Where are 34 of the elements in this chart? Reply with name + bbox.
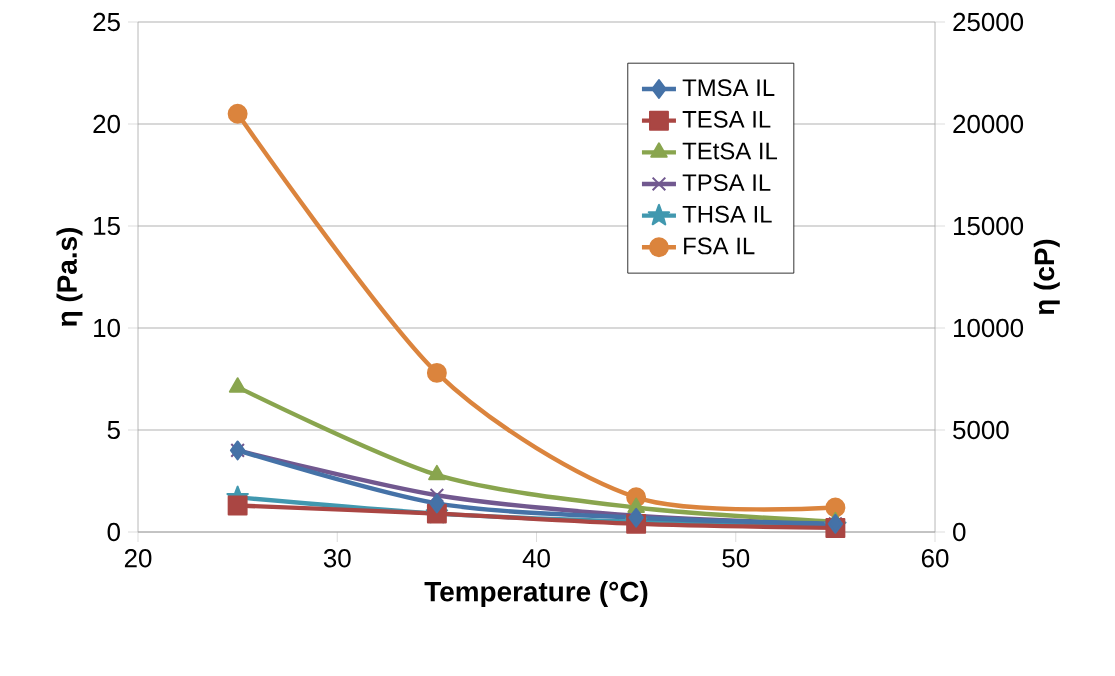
y-tick-label: 15: [94, 216, 120, 236]
y-tick-label: 20: [93, 114, 120, 134]
y2-tick-label: 0: [953, 522, 966, 542]
y-tick-label: 10: [94, 318, 120, 338]
point: [429, 493, 445, 514]
x-tick-label: 50: [722, 549, 750, 568]
legend-label: FSA IL: [684, 237, 755, 255]
y-axis-title: η (Pa.s): [56, 228, 83, 326]
y2-axis-title: η (cP): [1033, 239, 1060, 315]
y-tick-label: 25: [93, 12, 120, 32]
y2-tick-label: 25000: [953, 12, 1024, 32]
y2-tick-label: 20000: [953, 114, 1024, 134]
point: [227, 495, 248, 516]
point: [825, 497, 846, 518]
y2-tick-label: 5000: [953, 420, 1009, 440]
legend-label: TESA IL: [682, 110, 771, 128]
point: [426, 362, 447, 383]
point: [227, 103, 248, 124]
y2-tick-label: 15000: [954, 216, 1024, 236]
legend-label: TMSA IL: [682, 79, 775, 97]
x-tick-label: 40: [522, 549, 550, 568]
legend-label: THSA IL: [682, 205, 772, 223]
y2-tick-label: 10000: [954, 318, 1024, 338]
point: [628, 507, 644, 528]
legend-label: TEtSA IL: [682, 142, 778, 160]
y-tick-label: 5: [107, 420, 120, 440]
x-tick-label: 30: [323, 549, 351, 568]
point: [429, 487, 445, 503]
x-axis-title: Temperature (°C): [424, 581, 648, 608]
legend-label: TPSA IL: [682, 174, 771, 192]
x-tick-label: 60: [921, 549, 949, 568]
point: [228, 377, 247, 393]
x-tick-label: 20: [124, 549, 152, 568]
y-tick-label: 0: [107, 522, 120, 542]
